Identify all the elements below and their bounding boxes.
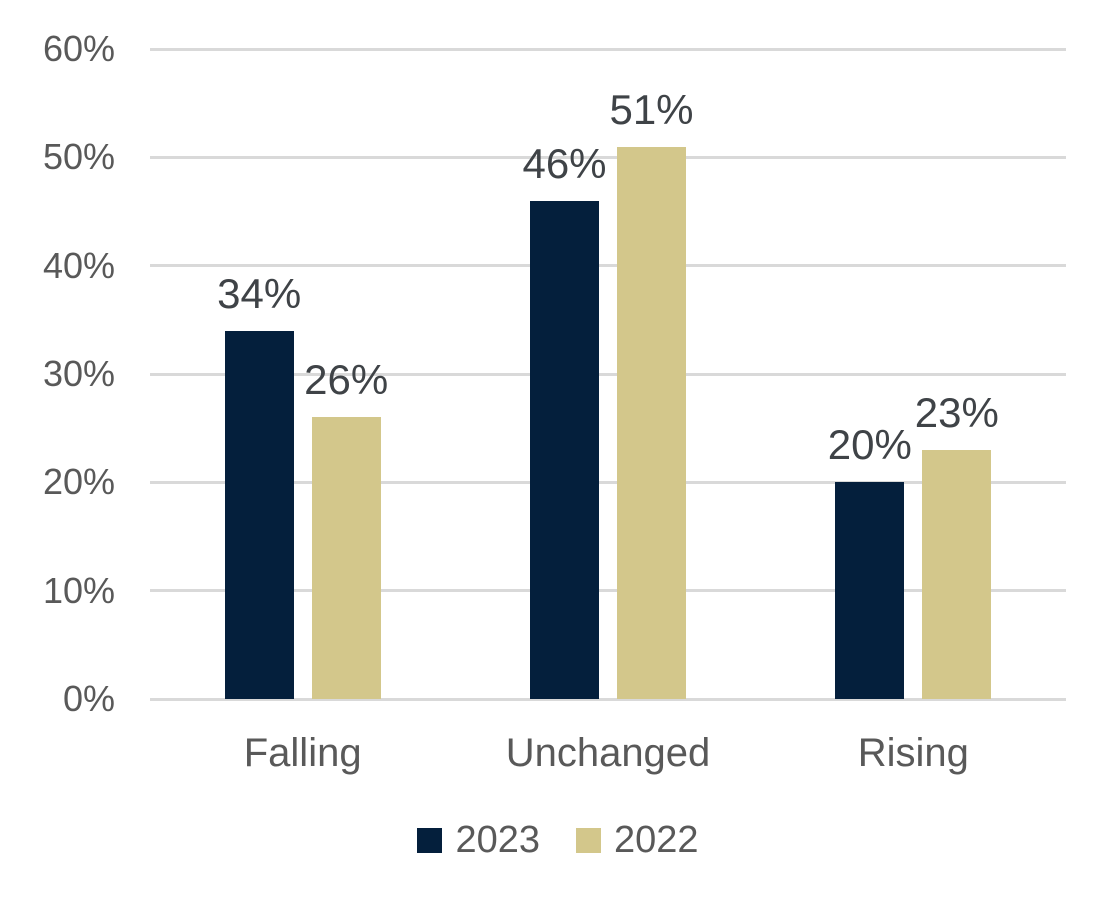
data-label-2022-rising: 23% bbox=[914, 388, 999, 436]
y-axis-tick-label: 10% bbox=[42, 569, 115, 611]
gridline bbox=[150, 589, 1066, 593]
y-axis-tick-label: 20% bbox=[42, 461, 115, 503]
data-label-2022-falling: 26% bbox=[304, 356, 389, 404]
data-label-2023-unchanged: 46% bbox=[522, 139, 607, 187]
x-axis-category-label: Falling bbox=[243, 731, 362, 775]
bar-2023-unchanged bbox=[530, 200, 599, 699]
legend-swatch-2023 bbox=[417, 827, 443, 853]
legend: 2023 2022 bbox=[0, 820, 1116, 860]
legend-label-2022: 2022 bbox=[614, 819, 699, 861]
y-axis-tick-label: 0% bbox=[62, 678, 115, 719]
bar-2022-unchanged bbox=[617, 146, 686, 699]
y-axis-tick-label: 50% bbox=[42, 136, 115, 178]
bar-2023-rising bbox=[835, 482, 905, 699]
gridline bbox=[150, 47, 1066, 51]
gridline bbox=[150, 697, 1066, 701]
legend-label-2023: 2023 bbox=[455, 819, 540, 861]
gridline bbox=[150, 372, 1066, 376]
data-label-2022-unchanged: 51% bbox=[609, 85, 694, 133]
legend-swatch-2022 bbox=[576, 827, 601, 853]
y-axis-tick-label: 30% bbox=[42, 353, 115, 394]
y-axis-tick-label: 40% bbox=[42, 244, 115, 286]
legend-item-2022: 2022 bbox=[576, 820, 699, 860]
data-label-2023-falling: 34% bbox=[217, 269, 302, 317]
gridline bbox=[150, 264, 1066, 268]
gridline bbox=[150, 480, 1066, 484]
x-axis-category-label: Unchanged bbox=[505, 731, 711, 775]
bar-2023-falling bbox=[224, 330, 294, 699]
data-label-2023-rising: 20% bbox=[827, 421, 912, 469]
gridline bbox=[150, 155, 1066, 159]
bar-2022-falling bbox=[311, 417, 381, 699]
y-axis-tick-label: 60% bbox=[42, 28, 115, 69]
legend-item-2023: 2023 bbox=[417, 820, 540, 860]
x-axis-category-label: Rising bbox=[857, 731, 969, 775]
bar-2022-rising bbox=[922, 449, 992, 699]
